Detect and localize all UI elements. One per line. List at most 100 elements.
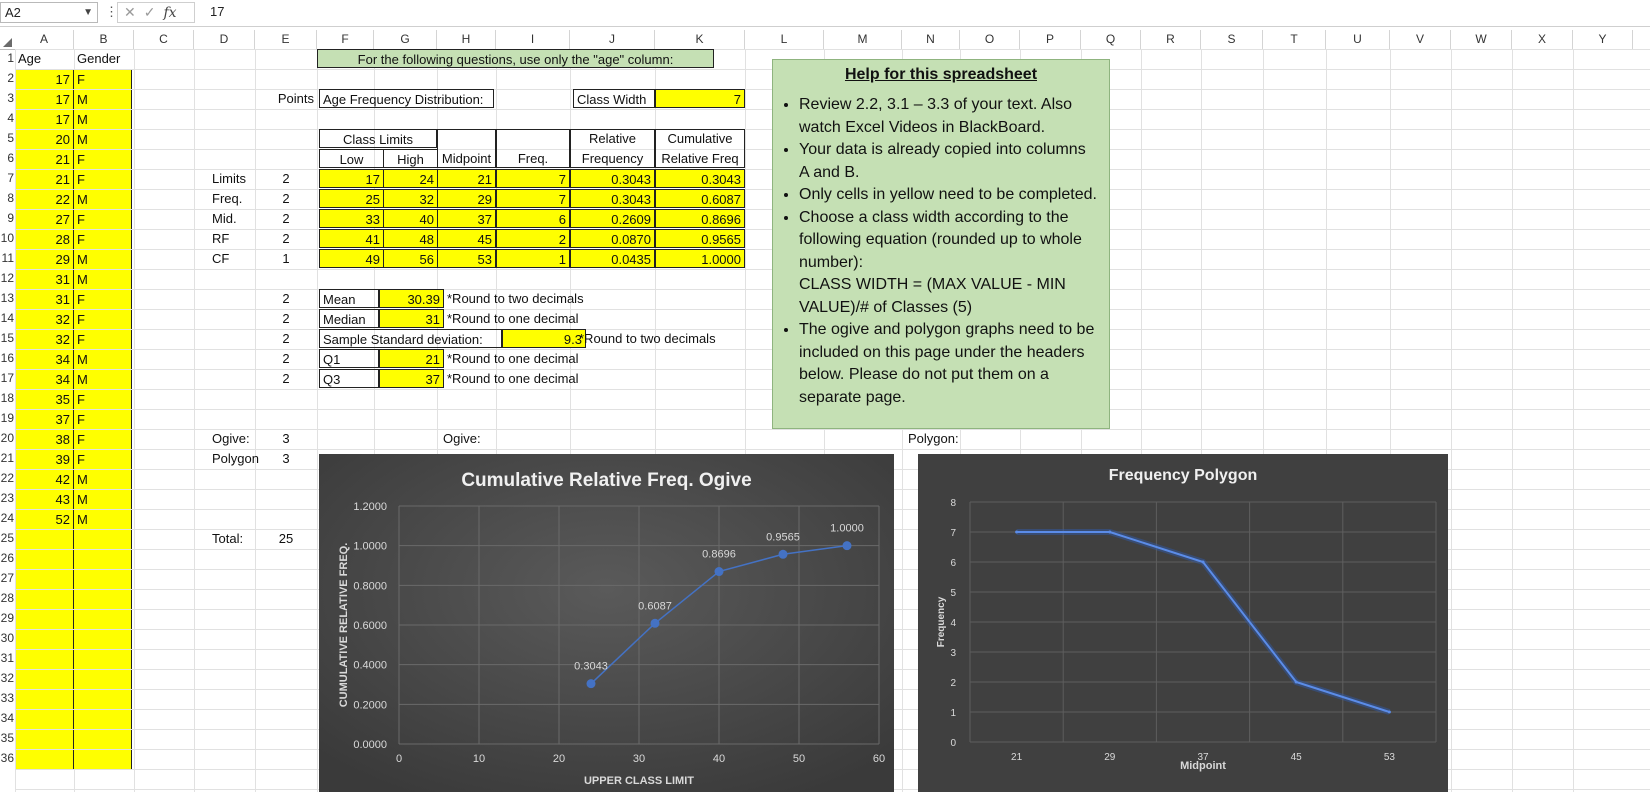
row-header[interactable]: 31 <box>0 651 14 665</box>
age-cell[interactable] <box>16 650 74 669</box>
row-header[interactable]: 26 <box>0 551 14 565</box>
ogive-points-label[interactable]: Ogive: <box>212 431 250 446</box>
age-cell[interactable]: 42 <box>16 470 74 489</box>
gender-cell[interactable] <box>74 690 132 709</box>
row-header[interactable]: 10 <box>0 231 14 245</box>
age-cell[interactable] <box>16 730 74 749</box>
gender-cell[interactable] <box>74 610 132 629</box>
points-row-value[interactable]: 2 <box>282 231 290 246</box>
row-header[interactable]: 36 <box>0 751 14 765</box>
column-header[interactable]: F <box>317 30 374 49</box>
gender-cell[interactable] <box>74 750 132 769</box>
age-cell[interactable]: 21 <box>16 150 74 169</box>
points-row-value[interactable]: 2 <box>282 211 290 226</box>
midpoint-cell[interactable]: 29 <box>437 189 496 208</box>
polygon-points-label[interactable]: Polygon <box>212 451 259 466</box>
row-header[interactable]: 11 <box>1 251 14 265</box>
points-row-label[interactable]: CF <box>212 251 230 266</box>
age-cell[interactable]: 32 <box>16 330 74 349</box>
column-header[interactable]: D <box>194 30 255 49</box>
gender-cell[interactable]: M <box>74 190 132 209</box>
midpoint-cell[interactable]: 45 <box>437 229 496 248</box>
high-limit-cell[interactable]: 32 <box>383 189 438 208</box>
age-cell[interactable] <box>16 710 74 729</box>
points-row-value[interactable]: 2 <box>282 171 290 186</box>
age-cell[interactable]: 31 <box>16 290 74 309</box>
age-cell[interactable]: 21 <box>16 170 74 189</box>
total-value[interactable]: 25 <box>278 531 294 546</box>
points-row-value[interactable]: 2 <box>282 191 290 206</box>
gender-cell[interactable] <box>74 590 132 609</box>
age-cell[interactable]: 32 <box>16 310 74 329</box>
gender-cell[interactable] <box>74 730 132 749</box>
column-header[interactable]: T <box>1263 30 1326 49</box>
points-row-label[interactable]: Freq. <box>212 191 243 206</box>
frequency-cell[interactable]: 1 <box>496 249 570 268</box>
gender-cell[interactable]: F <box>74 410 132 429</box>
age-cell[interactable]: 17 <box>16 110 74 129</box>
chevron-down-icon[interactable]: ▼ <box>83 7 93 18</box>
gender-cell[interactable]: M <box>74 130 132 149</box>
cancel-icon[interactable]: ✕ <box>124 4 136 20</box>
ogive-points-value[interactable]: 3 <box>282 431 290 446</box>
gender-cell[interactable]: F <box>74 290 132 309</box>
enter-icon[interactable]: ✓ <box>143 4 156 20</box>
relative-frequency-cell[interactable]: 0.0870 <box>570 229 655 248</box>
row-header[interactable]: 18 <box>0 391 14 405</box>
gender-cell[interactable]: M <box>74 490 132 509</box>
low-limit-cell[interactable]: 25 <box>319 189 384 208</box>
row-header[interactable]: 16 <box>0 351 14 365</box>
age-cell[interactable]: 37 <box>16 410 74 429</box>
low-limit-cell[interactable]: 17 <box>319 169 384 188</box>
gender-cell[interactable] <box>74 550 132 569</box>
stat-note[interactable]: *Round to one decimal <box>447 371 579 386</box>
column-header[interactable]: P <box>1020 30 1081 49</box>
gender-header[interactable]: Gender <box>77 51 121 66</box>
name-box[interactable]: A2 ▼ <box>0 2 98 23</box>
column-header[interactable]: S <box>1201 30 1263 49</box>
row-header[interactable]: 20 <box>0 431 14 445</box>
age-cell[interactable] <box>16 670 74 689</box>
row-header[interactable]: 29 <box>0 611 14 625</box>
frequency-cell[interactable]: 6 <box>496 209 570 228</box>
class-limits-header[interactable]: Class Limits <box>319 129 437 148</box>
age-cell[interactable] <box>16 690 74 709</box>
high-limit-cell[interactable]: 24 <box>383 169 438 188</box>
relative-frequency-cell[interactable]: 0.2609 <box>570 209 655 228</box>
ogive-chart[interactable]: Cumulative Relative Freq. Ogive 0.0000 0.2… <box>319 454 894 792</box>
row-header[interactable]: 6 <box>7 151 14 165</box>
column-header[interactable]: J <box>570 30 655 49</box>
polygon-points-value[interactable]: 3 <box>282 451 290 466</box>
row-header[interactable]: 27 <box>0 571 14 585</box>
polygon-chart[interactable]: Frequency Polygon 0 1 2 3 4 5 6 7 8 21 29 37 45 53 Midp… <box>918 454 1448 792</box>
points-row-label[interactable]: Mid. <box>212 211 237 226</box>
low-header[interactable]: Low <box>319 149 384 168</box>
gender-cell[interactable] <box>74 570 132 589</box>
gender-cell[interactable]: M <box>74 370 132 389</box>
column-header[interactable]: W <box>1451 30 1512 49</box>
frequency-cell[interactable]: 7 <box>496 189 570 208</box>
midpoint-cell[interactable]: 53 <box>437 249 496 268</box>
column-header[interactable]: Y <box>1573 30 1633 49</box>
row-header[interactable]: 13 <box>0 291 14 305</box>
column-header[interactable]: C <box>134 30 194 49</box>
gender-cell[interactable]: F <box>74 310 132 329</box>
freq-header-box[interactable] <box>496 129 570 168</box>
column-header[interactable]: V <box>1390 30 1451 49</box>
age-cell[interactable]: 17 <box>16 70 74 89</box>
cumulative-frequency-cell[interactable]: 0.3043 <box>655 169 745 188</box>
stat-points[interactable]: 2 <box>282 371 290 386</box>
low-limit-cell[interactable]: 49 <box>319 249 384 268</box>
row-header[interactable]: 35 <box>0 731 14 745</box>
age-cell[interactable] <box>16 530 74 549</box>
stat-note[interactable]: *Round to one decimal <box>447 311 579 326</box>
column-header[interactable]: K <box>655 30 745 49</box>
cumulative-header-box[interactable] <box>655 129 745 168</box>
column-header[interactable]: E <box>255 30 317 49</box>
age-cell[interactable]: 22 <box>16 190 74 209</box>
age-cell[interactable]: 52 <box>16 510 74 529</box>
polygon-header[interactable]: Polygon: <box>908 431 959 446</box>
gender-cell[interactable]: M <box>74 350 132 369</box>
age-cell[interactable] <box>16 590 74 609</box>
row-header[interactable]: 12 <box>0 271 14 285</box>
